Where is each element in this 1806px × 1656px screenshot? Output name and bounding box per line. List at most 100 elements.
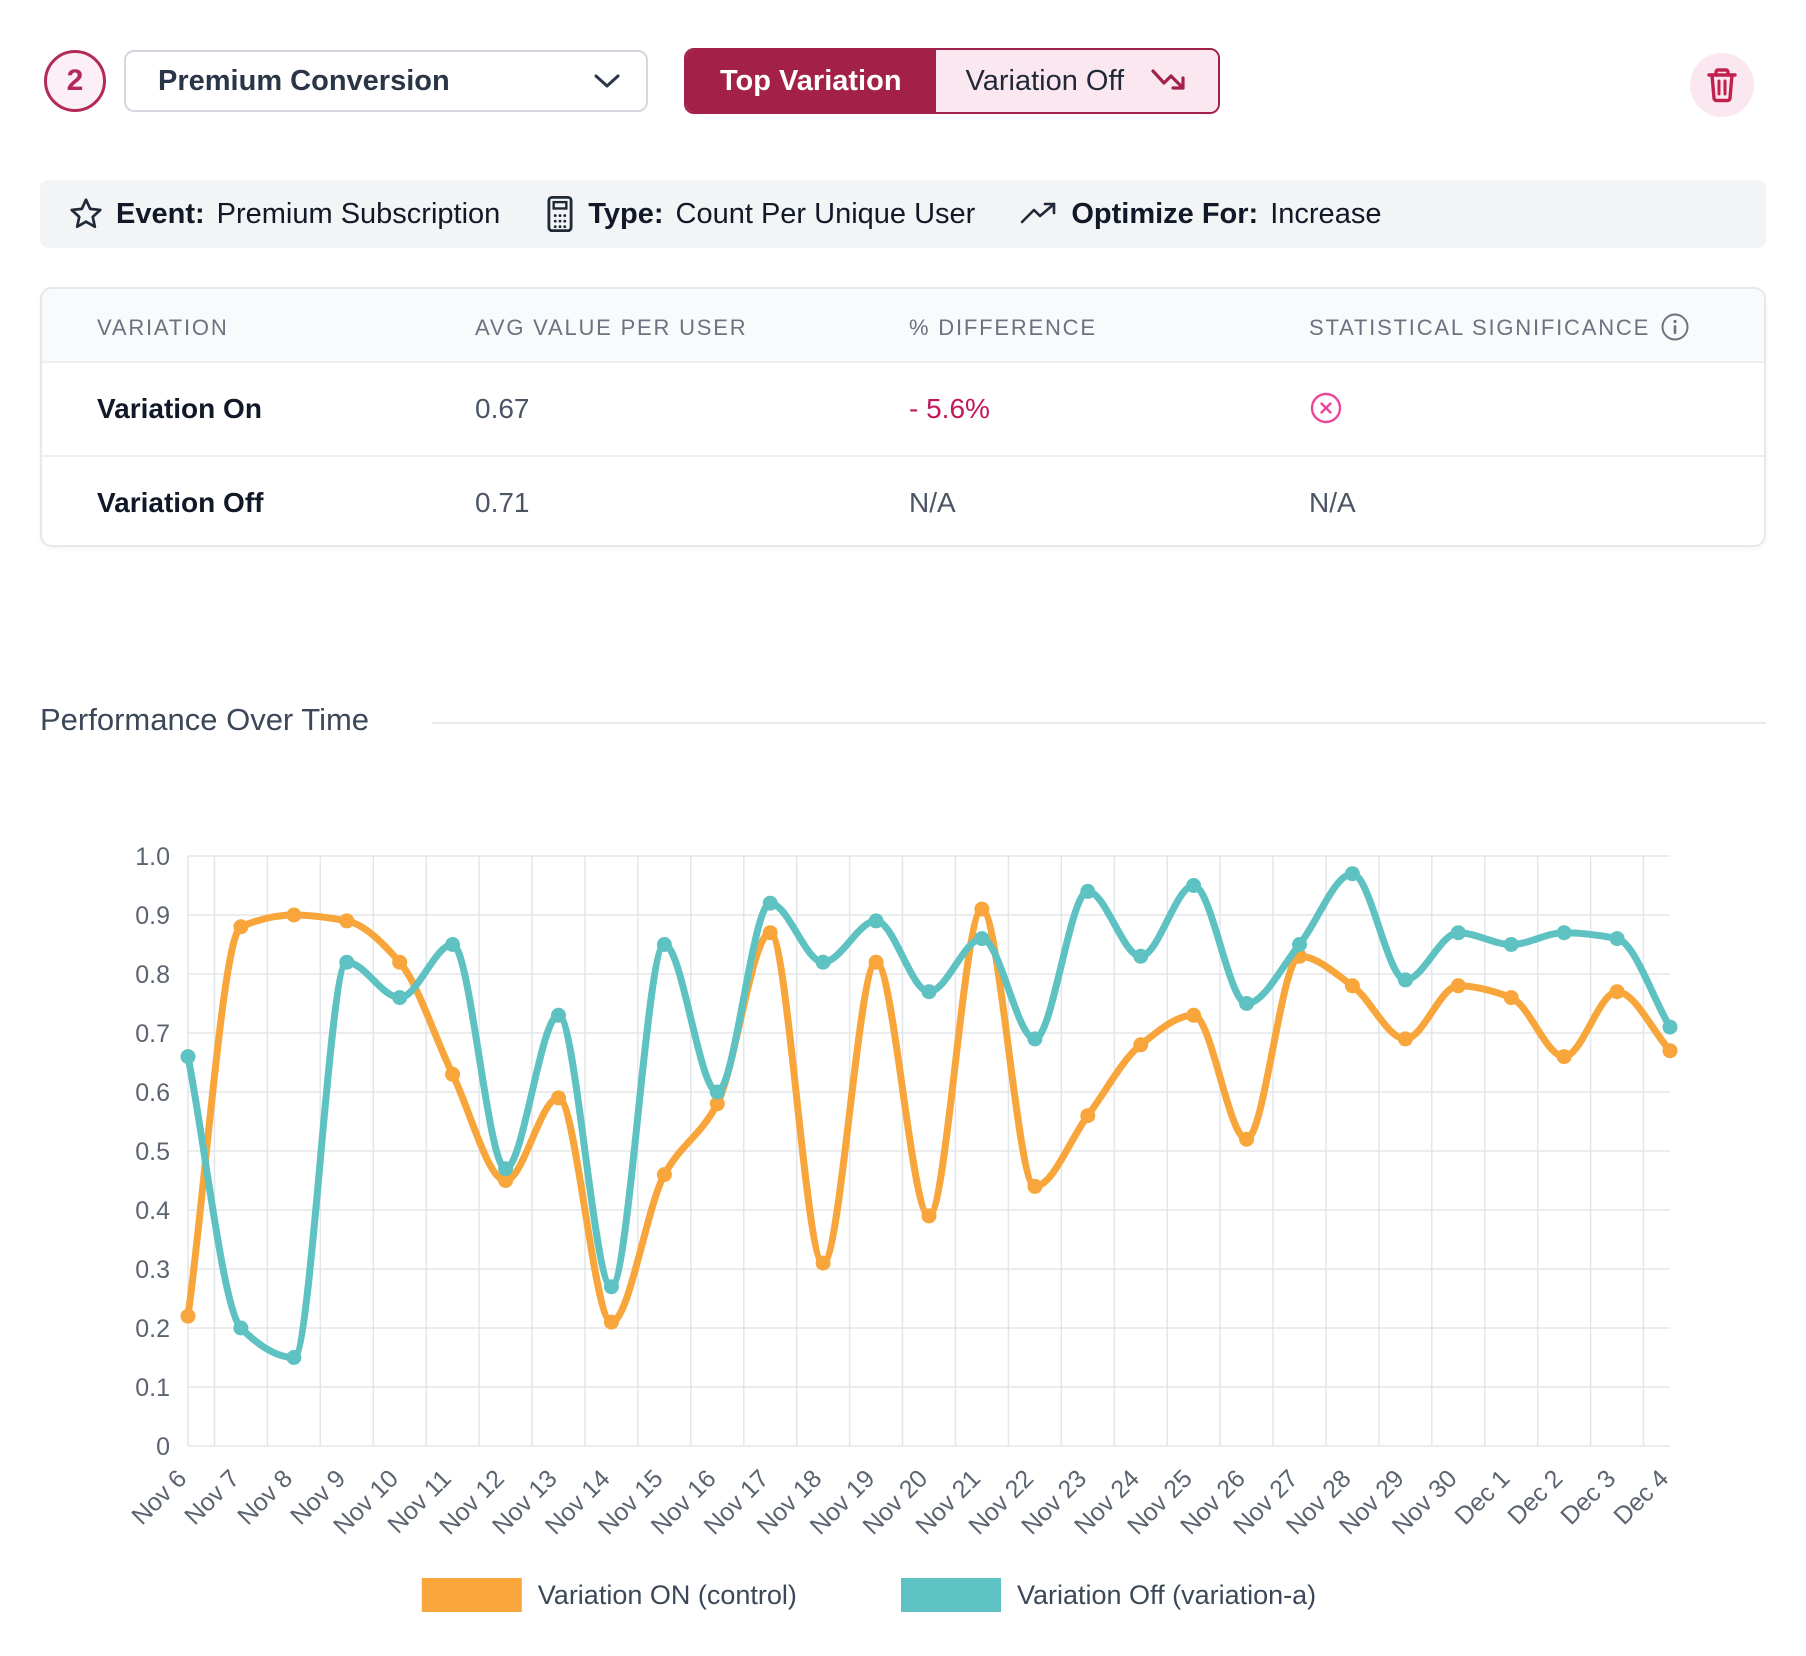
data-point	[233, 1321, 248, 1336]
trending-up-icon	[1019, 200, 1059, 228]
col-significance: STATISTICAL SIGNIFICANCE	[1309, 315, 1650, 341]
legend-label: Variation ON (control)	[538, 1580, 797, 1610]
data-point	[657, 1167, 672, 1182]
legend-label: Variation Off (variation-a)	[1017, 1580, 1316, 1610]
data-point	[445, 1067, 460, 1082]
data-point	[657, 937, 672, 952]
type-group: Type: Count Per Unique User	[544, 195, 975, 233]
data-point	[1663, 1020, 1678, 1035]
optimize-label: Optimize For:	[1071, 198, 1258, 231]
data-point	[974, 902, 989, 917]
data-point	[181, 1309, 196, 1324]
svg-text:0.4: 0.4	[135, 1197, 170, 1225]
top-variation-label[interactable]: Top Variation	[686, 50, 936, 112]
metric-dropdown[interactable]: Premium Conversion	[124, 50, 648, 112]
data-point	[1610, 931, 1625, 946]
col-variation: VARIATION	[97, 315, 229, 341]
data-point	[604, 1279, 619, 1294]
metric-summary-bar: Event: Premium Subscription Type: Count …	[40, 180, 1766, 248]
data-point	[1186, 1008, 1201, 1023]
row1-variation: Variation On	[97, 393, 262, 425]
legend-swatch	[901, 1578, 1001, 1612]
data-point	[1027, 1179, 1042, 1194]
data-point	[1398, 972, 1413, 987]
svg-text:0.5: 0.5	[135, 1138, 170, 1166]
trending-down-icon	[1150, 67, 1188, 95]
svg-text:0.6: 0.6	[135, 1079, 170, 1107]
data-point	[551, 1090, 566, 1105]
data-point	[233, 919, 248, 934]
data-point	[974, 931, 989, 946]
x-tick-label: Dec 1	[1449, 1464, 1515, 1530]
data-point	[922, 1208, 937, 1223]
data-point	[551, 1008, 566, 1023]
svg-text:0.8: 0.8	[135, 961, 170, 989]
data-point	[1345, 866, 1360, 881]
data-point	[1504, 990, 1519, 1005]
data-point	[1080, 884, 1095, 899]
data-point	[816, 955, 831, 970]
results-table: VARIATION AVG VALUE PER USER % DIFFERENC…	[40, 287, 1766, 547]
x-tick-label: Dec 4	[1608, 1464, 1674, 1530]
data-point	[710, 1085, 725, 1100]
svg-text:0: 0	[156, 1433, 170, 1461]
x-tick-label: Nov 6	[126, 1464, 192, 1530]
svg-text:0.9: 0.9	[135, 902, 170, 930]
data-point	[1610, 984, 1625, 999]
row2-difference: N/A	[909, 487, 956, 519]
svg-text:0.2: 0.2	[135, 1315, 170, 1343]
row1-avg-value: 0.67	[475, 393, 530, 425]
winning-variation-segment[interactable]: Variation Off	[936, 50, 1219, 112]
data-point	[763, 925, 778, 940]
data-point	[1504, 937, 1519, 952]
col-avg-value: AVG VALUE PER USER	[475, 315, 747, 341]
data-point	[1345, 978, 1360, 993]
data-point	[339, 955, 354, 970]
data-point	[1557, 1049, 1572, 1064]
results-table-header: VARIATION AVG VALUE PER USER % DIFFERENC…	[42, 289, 1764, 363]
data-point	[816, 1256, 831, 1271]
metric-dropdown-value: Premium Conversion	[158, 65, 450, 98]
svg-text:1.0: 1.0	[135, 843, 170, 871]
data-point	[392, 990, 407, 1005]
data-point	[498, 1161, 513, 1176]
metric-index-badge: 2	[44, 50, 106, 112]
data-point	[1186, 878, 1201, 893]
row1-difference: - 5.6%	[909, 393, 990, 425]
performance-line-chart: 00.10.20.30.40.50.60.70.80.91.0Nov 6Nov …	[0, 700, 1806, 1656]
row2-variation: Variation Off	[97, 487, 263, 519]
data-point	[392, 955, 407, 970]
svg-text:0.7: 0.7	[135, 1020, 170, 1048]
data-point	[286, 908, 301, 923]
data-point	[869, 955, 884, 970]
x-tick-label: Dec 2	[1502, 1464, 1568, 1530]
x-tick-label: Nov 7	[179, 1464, 245, 1530]
series-line	[188, 909, 1670, 1322]
delete-metric-button[interactable]	[1690, 53, 1754, 117]
data-point	[869, 913, 884, 928]
table-row: Variation On 0.67 - 5.6%	[42, 363, 1764, 455]
star-icon	[68, 196, 104, 232]
event-value: Premium Subscription	[217, 198, 501, 231]
info-icon[interactable]	[1660, 312, 1690, 342]
optimize-group: Optimize For: Increase	[1019, 198, 1381, 231]
data-point	[1292, 937, 1307, 952]
data-point	[604, 1315, 619, 1330]
trash-icon	[1706, 67, 1738, 103]
x-tick-label: Nov 8	[232, 1464, 298, 1530]
data-point	[1557, 925, 1572, 940]
data-point	[922, 984, 937, 999]
type-value: Count Per Unique User	[676, 198, 976, 231]
data-point	[445, 937, 460, 952]
legend-swatch	[422, 1578, 522, 1612]
svg-text:0.3: 0.3	[135, 1256, 170, 1284]
row2-avg-value: 0.71	[475, 487, 530, 519]
calculator-icon	[544, 195, 576, 233]
type-label: Type:	[588, 198, 663, 231]
x-tick-label: Dec 3	[1555, 1464, 1621, 1530]
optimize-value: Increase	[1270, 198, 1381, 231]
svg-text:0.1: 0.1	[135, 1374, 170, 1402]
top-variation-toggle: Top Variation Variation Off	[684, 48, 1220, 114]
data-point	[1239, 996, 1254, 1011]
series-line	[188, 874, 1670, 1358]
